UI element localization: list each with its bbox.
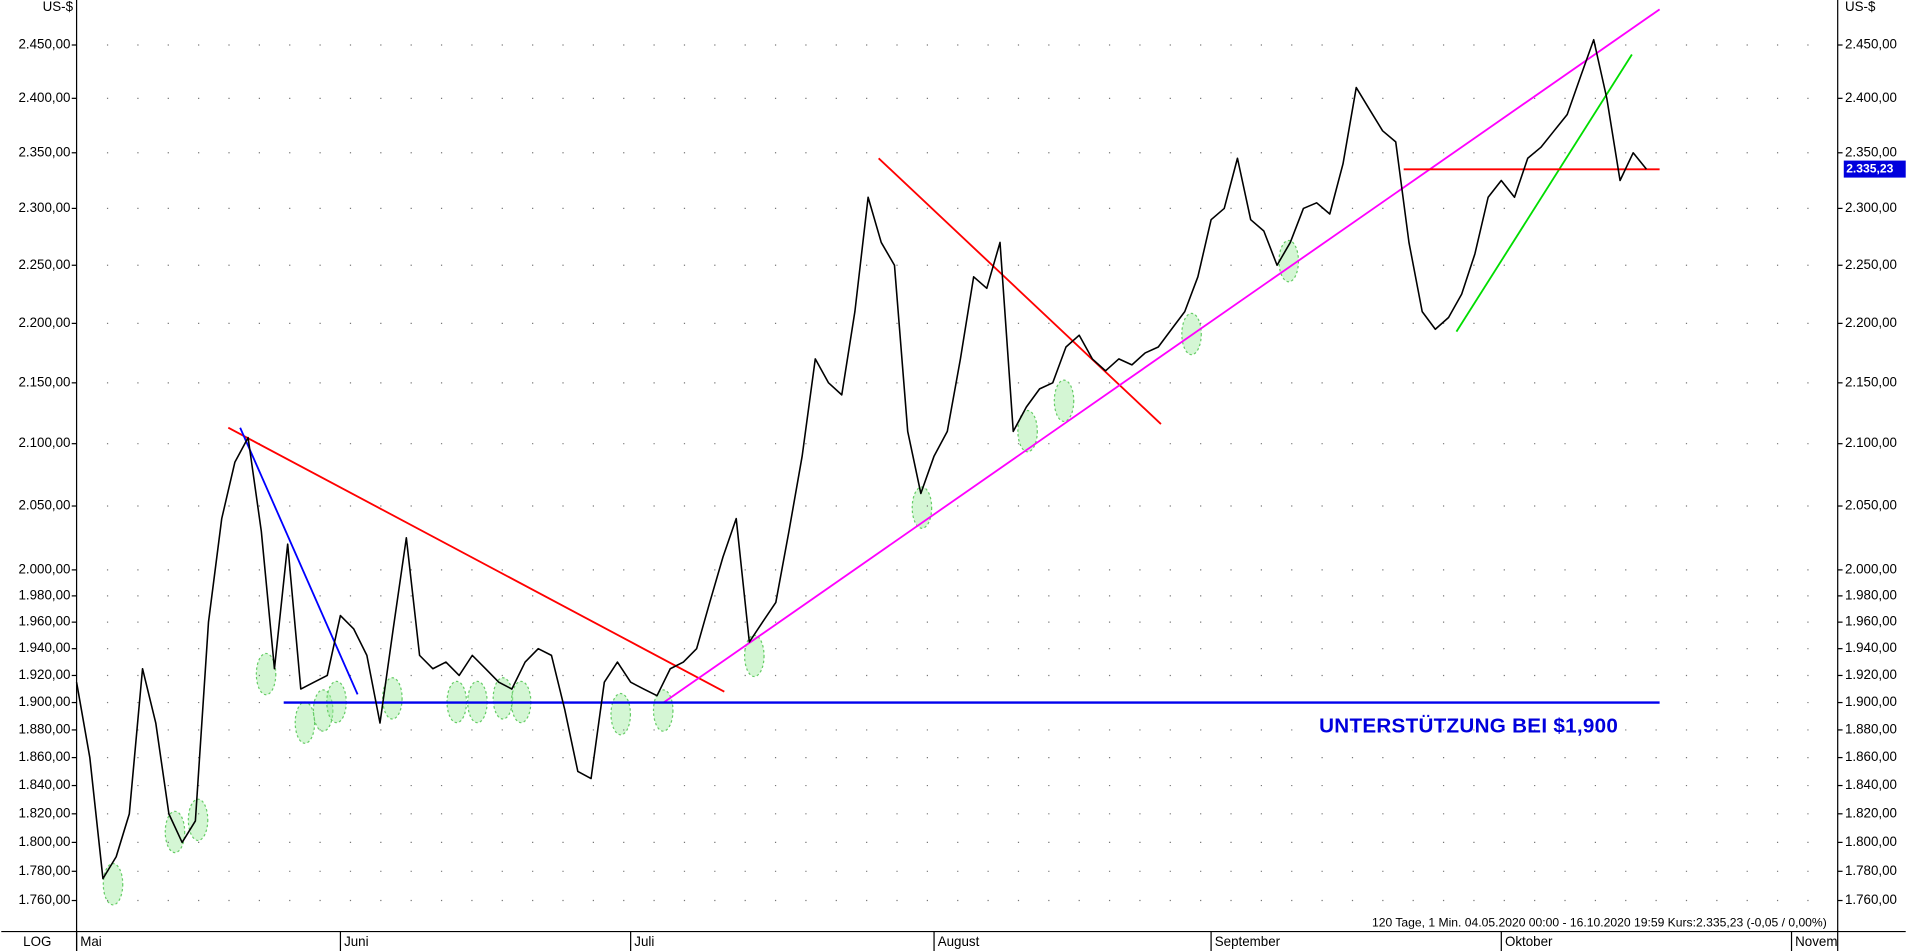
y-unit-right: US-$ — [1845, 0, 1876, 14]
y-tick-label: 2.200,00 — [18, 315, 70, 330]
x-tick-label: Juli — [634, 934, 654, 949]
y-tick-label-right: 2.450,00 — [1845, 37, 1897, 52]
marker-ellipse — [1181, 312, 1202, 356]
y-tick-label: 1.840,00 — [18, 777, 70, 792]
y-tick-label-right: 1.760,00 — [1845, 892, 1897, 907]
y-tick-label: 1.980,00 — [18, 587, 70, 602]
y-tick-label-right: 1.840,00 — [1845, 777, 1897, 792]
y-tick-label: 2.450,00 — [18, 37, 70, 52]
y-tick-label-right: 2.000,00 — [1845, 561, 1897, 576]
support-annotation: UNTERSTÜTZUNG BEI $1,900 — [1319, 714, 1618, 737]
y-tick-label-right: 2.300,00 — [1845, 200, 1897, 215]
y-tick-label: 1.900,00 — [18, 694, 70, 709]
y-tick-label-right: 1.900,00 — [1845, 694, 1897, 709]
y-tick-label: 1.960,00 — [18, 614, 70, 629]
x-tick-label: September — [1215, 934, 1281, 949]
marker-ellipse — [610, 692, 632, 736]
y-tick-label-right: 2.400,00 — [1845, 90, 1897, 105]
y-tick-label-right: 2.350,00 — [1845, 144, 1897, 159]
trend-line — [663, 8, 1661, 704]
y-tick-label-right: 2.050,00 — [1845, 498, 1897, 513]
marker-ellipse — [743, 634, 765, 678]
last-price-box — [1843, 160, 1906, 178]
marker-ellipse — [102, 862, 124, 906]
y-unit-left: US-$ — [43, 0, 74, 14]
y-tick-label: 2.400,00 — [18, 90, 70, 105]
x-tick-label: Juni — [344, 934, 369, 949]
y-tick-label: 1.920,00 — [18, 667, 70, 682]
marker-ellipse — [492, 677, 514, 720]
y-tick-label-right: 1.960,00 — [1845, 614, 1897, 629]
y-tick-label-right: 1.780,00 — [1845, 863, 1897, 878]
y-tick-label: 1.760,00 — [18, 892, 70, 907]
y-tick-label: 1.880,00 — [18, 721, 70, 736]
y-tick-label-right: 1.820,00 — [1845, 805, 1897, 820]
marker-ellipse — [187, 798, 209, 842]
marker-ellipse — [911, 486, 933, 529]
y-tick-label-right: 2.200,00 — [1845, 315, 1897, 330]
y-tick-label: 2.100,00 — [18, 435, 70, 450]
y-tick-label-right: 1.980,00 — [1845, 587, 1897, 602]
price-line — [75, 38, 1648, 880]
scale-label: LOG — [23, 934, 51, 949]
y-tick-label: 1.820,00 — [18, 805, 70, 820]
y-tick-label-right: 2.100,00 — [1845, 435, 1897, 450]
marker-ellipse — [312, 689, 334, 732]
marker-ellipse — [1053, 379, 1075, 423]
y-tick-label-right: 1.800,00 — [1845, 834, 1897, 849]
y-tick-label-right: 2.250,00 — [1845, 257, 1897, 272]
y-tick-label-right: 1.920,00 — [1845, 667, 1897, 682]
trend-line — [878, 157, 1162, 425]
y-tick-label: 1.940,00 — [18, 640, 70, 655]
x-tick-label: Mai — [80, 934, 102, 949]
y-tick-label-right: 1.880,00 — [1845, 721, 1897, 736]
y-tick-label-right: 1.860,00 — [1845, 749, 1897, 764]
trend-line — [1455, 54, 1633, 333]
y-tick-label: 2.000,00 — [18, 561, 70, 576]
marker-ellipse — [255, 652, 277, 696]
trend-line — [239, 427, 359, 695]
x-tick-label: August — [938, 934, 980, 949]
marker-ellipse — [294, 701, 316, 744]
y-tick-label: 1.780,00 — [18, 863, 70, 878]
y-tick-label: 1.800,00 — [18, 834, 70, 849]
x-tick-label: Oktober — [1505, 934, 1553, 949]
y-tick-label: 2.300,00 — [18, 200, 70, 215]
y-tick-label: 2.150,00 — [18, 374, 70, 389]
y-tick-label: 1.860,00 — [18, 749, 70, 764]
y-tick-label: 2.050,00 — [18, 498, 70, 513]
x-tick-label: Novem — [1795, 934, 1837, 949]
y-tick-label-right: 1.940,00 — [1845, 640, 1897, 655]
marker-ellipse — [1017, 409, 1038, 453]
y-tick-label: 2.250,00 — [18, 257, 70, 272]
info-text: 120 Tage, 1 Min. 04.05.2020 00:00 - 16.1… — [1372, 915, 1827, 929]
last-price-label: 2.335,23 — [1846, 161, 1893, 175]
y-tick-label-right: 2.150,00 — [1845, 374, 1897, 389]
marker-ellipse — [164, 810, 186, 854]
trend-line — [227, 426, 725, 693]
y-tick-label: 2.350,00 — [18, 144, 70, 159]
